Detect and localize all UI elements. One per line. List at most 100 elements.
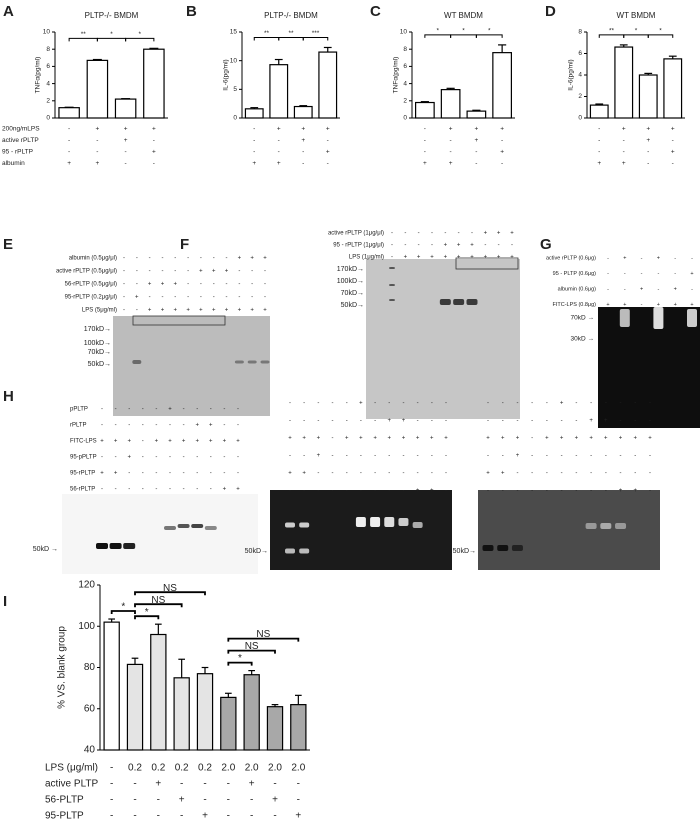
condition-sign: - [110, 795, 113, 806]
bar [269, 64, 289, 119]
y-tick-label: 2 [403, 98, 407, 105]
lane-sign: - [303, 418, 305, 424]
significance-bracket [475, 34, 503, 38]
lane-sign: - [149, 256, 151, 262]
lane-sign: - [332, 401, 334, 407]
condition-sign: - [180, 779, 183, 790]
lane-sign: + [127, 439, 131, 445]
lane-sign: - [487, 418, 489, 424]
lane-sign: + [457, 243, 461, 249]
condition-sign: - [133, 811, 136, 822]
condition-sign: 2.0 [221, 763, 235, 774]
lane-sign: - [237, 407, 239, 413]
gel-band [453, 299, 465, 305]
condition-sign: - [475, 160, 477, 167]
lane-sign: - [196, 471, 198, 477]
condition-sign: + [152, 149, 156, 156]
y-tick-label: 8 [403, 46, 407, 53]
y-axis-label: TNFα(pg/ml) [393, 57, 400, 94]
y-tick-label: 6 [403, 63, 407, 70]
condition-sign: - [68, 149, 70, 156]
significance-bracket [134, 603, 183, 608]
lane-sign: - [213, 256, 215, 262]
condition-sign: 2.0 [291, 763, 305, 774]
lane-sign: - [332, 488, 334, 494]
lane-sign: - [128, 471, 130, 477]
lane-sign: + [182, 439, 186, 445]
y-tick-label: 8 [578, 29, 582, 36]
bar [126, 663, 144, 751]
lane-sign: - [641, 255, 643, 261]
lane-sign: + [148, 282, 152, 288]
lane-sign: + [674, 286, 677, 292]
lane-sign: + [100, 471, 104, 477]
bar [150, 633, 167, 751]
lane-sign: - [210, 471, 212, 477]
condition-sign: - [450, 137, 452, 144]
lane-sign: - [620, 471, 622, 477]
lane-sign: + [640, 286, 643, 292]
lane-sign: - [575, 418, 577, 424]
condition-sign: - [598, 149, 600, 156]
lane-sign: - [332, 436, 334, 442]
lane-sign: + [606, 302, 609, 308]
condition-sign: + [646, 137, 650, 144]
significance-bracket [647, 34, 674, 38]
lane-sign: - [546, 418, 548, 424]
lane-sign: + [444, 436, 448, 442]
row-label: FITC-LPS (0.8μg) [552, 302, 596, 308]
condition-label: active PLTP [45, 779, 98, 790]
panel-label: C [370, 3, 381, 20]
row-label: rPLTP [70, 423, 87, 429]
condition-sign: + [301, 137, 305, 144]
gel-band [389, 267, 395, 269]
gel-band [96, 543, 108, 549]
lane-sign: + [657, 302, 660, 308]
lane-sign: - [101, 455, 103, 461]
y-tick-label: 10 [400, 29, 408, 36]
condition-sign: - [278, 137, 280, 144]
size-marker: 70kD→ [88, 349, 111, 356]
lane-sign: + [212, 269, 216, 275]
significance-label: * [488, 28, 491, 35]
significance-label: * [436, 28, 439, 35]
lane-sign: + [168, 439, 172, 445]
lane-sign: - [101, 423, 103, 429]
lane-sign: + [484, 231, 488, 237]
lane-sign: - [445, 418, 447, 424]
condition-sign: - [125, 149, 127, 156]
lane-sign: - [487, 453, 489, 459]
lane-sign: - [169, 471, 171, 477]
y-tick-label: 10 [43, 29, 51, 36]
y-tick-label: 4 [46, 80, 50, 87]
lane-sign: + [623, 302, 626, 308]
lane-sign: - [210, 487, 212, 493]
condition-sign: + [124, 137, 128, 144]
condition-sign: - [672, 160, 674, 167]
lane-sign: - [223, 423, 225, 429]
significance-label: ** [288, 30, 294, 37]
condition-sign: - [250, 811, 253, 822]
lane-sign: - [360, 471, 362, 477]
significance-label: NS [256, 629, 270, 640]
lane-sign: - [511, 243, 513, 249]
lane-sign: - [115, 407, 117, 413]
lane-sign: - [289, 401, 291, 407]
bar [614, 46, 634, 119]
lane-sign: - [431, 401, 433, 407]
condition-sign: + [622, 126, 626, 133]
gel-band [260, 360, 270, 364]
lane-sign: - [657, 286, 659, 292]
panel-label: I [3, 593, 7, 610]
lane-sign: + [404, 255, 408, 261]
lane-sign: - [183, 471, 185, 477]
lane-sign: - [289, 488, 291, 494]
lane-sign: + [359, 436, 363, 442]
bar [466, 110, 487, 119]
condition-label: albumin [2, 160, 25, 167]
condition-sign: - [450, 149, 452, 156]
lane-sign: + [430, 255, 434, 261]
size-marker: 70kD → [571, 315, 594, 322]
lane-sign: - [417, 453, 419, 459]
condition-sign: 2.0 [245, 763, 259, 774]
